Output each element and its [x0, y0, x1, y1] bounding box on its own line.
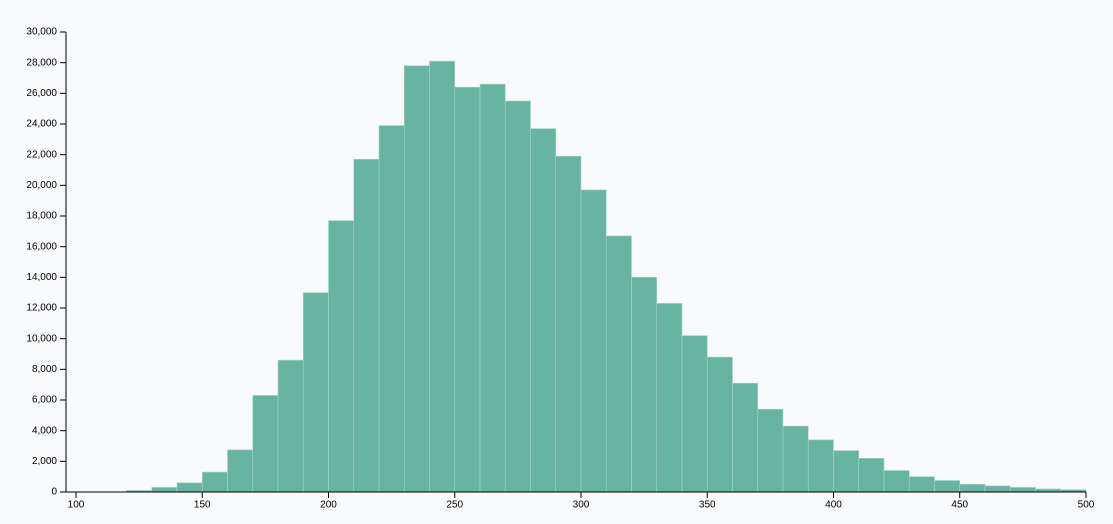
bar	[732, 382, 759, 493]
bar	[479, 83, 506, 493]
bar	[757, 408, 784, 493]
bar	[378, 125, 405, 493]
y-tick-label: 8,000	[32, 364, 57, 375]
y-tick-label: 28,000	[26, 57, 57, 68]
bar	[706, 356, 733, 493]
x-tick-label: 450	[951, 500, 968, 511]
bar	[1009, 487, 1036, 493]
y-tick-label: 2,000	[32, 456, 57, 467]
y-tick-label: 14,000	[26, 272, 57, 283]
bar	[681, 335, 708, 493]
y-tick-label: 0	[51, 487, 57, 498]
bar	[631, 277, 658, 493]
bar	[277, 359, 304, 493]
x-tick-label: 100	[68, 500, 85, 511]
x-tick-label: 500	[1078, 500, 1095, 511]
y-tick-label: 20,000	[26, 180, 57, 191]
bar	[555, 155, 582, 493]
y-tick-label: 18,000	[26, 211, 57, 222]
bar	[252, 395, 279, 493]
bar	[984, 485, 1011, 493]
y-tick-label: 16,000	[26, 241, 57, 252]
bar	[605, 235, 632, 493]
bar	[454, 86, 481, 493]
y-tick-label: 6,000	[32, 395, 57, 406]
y-tick-label: 24,000	[26, 119, 57, 130]
y-tick-label: 10,000	[26, 333, 57, 344]
bar	[934, 480, 961, 493]
y-tick-label: 12,000	[26, 303, 57, 314]
x-tick-label: 200	[320, 500, 337, 511]
bar	[227, 449, 254, 493]
y-tick-label: 4,000	[32, 425, 57, 436]
bar	[151, 487, 178, 493]
bar	[782, 425, 809, 493]
bar	[656, 303, 683, 493]
bar	[833, 450, 860, 493]
bar	[328, 220, 355, 493]
bar	[959, 484, 986, 493]
x-tick-label: 350	[699, 500, 716, 511]
bar	[504, 100, 531, 493]
bar	[429, 60, 456, 493]
bar	[201, 471, 228, 493]
bar	[403, 65, 430, 493]
bar	[302, 292, 329, 493]
y-tick-label: 22,000	[26, 149, 57, 160]
bar	[176, 482, 203, 493]
x-tick-label: 400	[825, 500, 842, 511]
bar	[580, 189, 607, 493]
y-tick-label: 30,000	[26, 27, 57, 38]
bar	[883, 470, 910, 493]
x-tick-label: 250	[446, 500, 463, 511]
bar	[807, 439, 834, 493]
x-tick-label: 150	[194, 500, 211, 511]
y-tick-label: 26,000	[26, 88, 57, 99]
x-tick-label: 300	[573, 500, 590, 511]
bar	[530, 128, 557, 493]
bar	[858, 457, 885, 493]
bar	[908, 476, 935, 493]
bar	[353, 158, 380, 493]
